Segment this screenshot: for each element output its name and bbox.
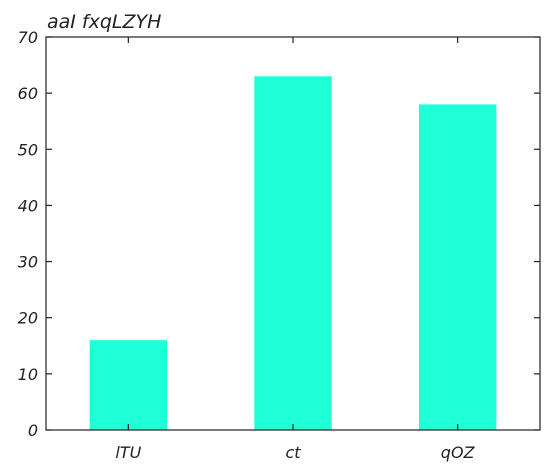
- y-tick-label: 50: [18, 140, 38, 159]
- bars-group: [89, 76, 497, 431]
- y-tick-label: 30: [18, 253, 38, 272]
- x-axis: lTU ct qOZ: [115, 37, 476, 462]
- x-tick-label: lTU: [115, 443, 141, 462]
- x-tick-label: ct: [285, 443, 301, 462]
- y-tick-label: 0: [28, 421, 38, 440]
- x-tick-label: qOZ: [441, 443, 476, 462]
- bar-qoz: [418, 104, 497, 430]
- bar-ct: [254, 76, 332, 431]
- chart-title: aaI fxqLZYH: [47, 11, 161, 33]
- y-tick-label: 60: [18, 84, 38, 103]
- y-axis: 0 10 20 30 40 50 60 70: [18, 28, 540, 440]
- y-tick-label: 20: [18, 309, 38, 328]
- bar-ltu: [89, 340, 168, 430]
- y-tick-label: 40: [18, 196, 38, 215]
- y-tick-label: 10: [18, 365, 38, 384]
- plot-frame: [45, 36, 541, 431]
- y-tick-label: 70: [18, 28, 38, 47]
